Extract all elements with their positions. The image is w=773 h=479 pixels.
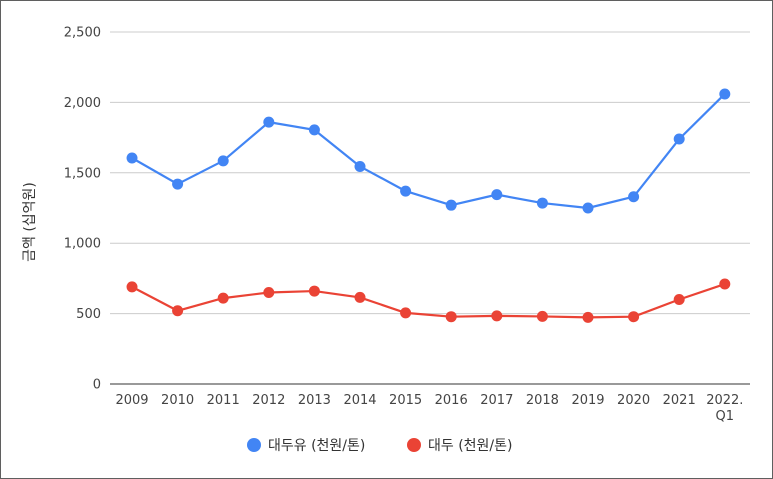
- x-tick-label: 2021: [663, 393, 696, 408]
- data-point: [536, 197, 548, 209]
- data-point: [582, 202, 594, 214]
- x-tick-label: 2018: [526, 393, 559, 408]
- series-2: [126, 278, 731, 323]
- data-point: [126, 152, 138, 164]
- data-point: [172, 178, 184, 190]
- data-point: [263, 286, 275, 298]
- x-tick-label: 2022. Q1: [706, 393, 743, 424]
- data-point: [719, 278, 731, 290]
- data-point: [126, 281, 138, 293]
- data-point: [491, 189, 503, 201]
- data-point: [263, 116, 275, 128]
- x-tick-label: 2020: [617, 393, 650, 408]
- x-tick-label: 2014: [343, 393, 376, 408]
- data-point: [308, 124, 320, 136]
- x-tick-label: 2013: [298, 393, 331, 408]
- legend-item: 대두유 (천원/톤): [247, 438, 365, 454]
- y-tick-label: 1,000: [64, 237, 101, 252]
- x-tick-label: 2015: [389, 393, 422, 408]
- legend: 대두유 (천원/톤) 대두 (천원/톤): [247, 438, 513, 454]
- data-point: [673, 133, 685, 145]
- y-tick-labels: 0 500 1,000 1,500 2,000 2,500: [64, 26, 101, 393]
- y-tick-label: 500: [76, 307, 101, 322]
- data-point: [400, 185, 412, 197]
- data-point: [400, 307, 412, 319]
- data-point: [536, 310, 548, 322]
- data-point: [628, 191, 640, 203]
- series-group: [126, 88, 731, 323]
- x-tick-label: 2011: [207, 393, 240, 408]
- data-point: [445, 311, 457, 323]
- data-point: [308, 285, 320, 297]
- data-point: [628, 311, 640, 323]
- data-point: [582, 311, 594, 323]
- data-point: [673, 294, 685, 306]
- x-tick-label: 2009: [115, 393, 148, 408]
- legend-label: 대두 (천원/톤): [428, 438, 513, 454]
- y-tick-label: 2,500: [64, 26, 101, 41]
- data-point: [172, 305, 184, 317]
- legend-marker: [407, 438, 421, 452]
- y-tick-label: 0: [93, 378, 101, 393]
- x-tick-label: 2016: [435, 393, 468, 408]
- series-1: [126, 88, 731, 214]
- series-line: [131, 93, 726, 210]
- legend-label: 대두유 (천원/톤): [268, 438, 365, 454]
- legend-item: 대두 (천원/톤): [407, 438, 513, 454]
- x-tick-labels: 2009 2010 2011 2012 2013 2014 2015 2016 2017 2018…: [115, 393, 743, 424]
- data-point: [491, 310, 503, 322]
- y-tick-label: 1,500: [64, 166, 101, 181]
- x-tick-label: 2010: [161, 393, 194, 408]
- y-tick-label: 2,000: [64, 96, 101, 111]
- series-line: [131, 282, 726, 319]
- data-point: [354, 291, 366, 303]
- data-point: [217, 292, 229, 304]
- legend-marker: [247, 438, 261, 452]
- gridlines: [110, 31, 750, 385]
- y-axis-label: 금액 (십억원): [22, 182, 38, 262]
- data-point: [217, 155, 229, 167]
- data-point: [719, 88, 731, 100]
- x-tick-label: 2017: [480, 393, 513, 408]
- x-tick-label: 2019: [571, 393, 604, 408]
- data-point: [354, 160, 366, 172]
- x-tick-label: 2012: [252, 393, 285, 408]
- data-point: [445, 199, 457, 211]
